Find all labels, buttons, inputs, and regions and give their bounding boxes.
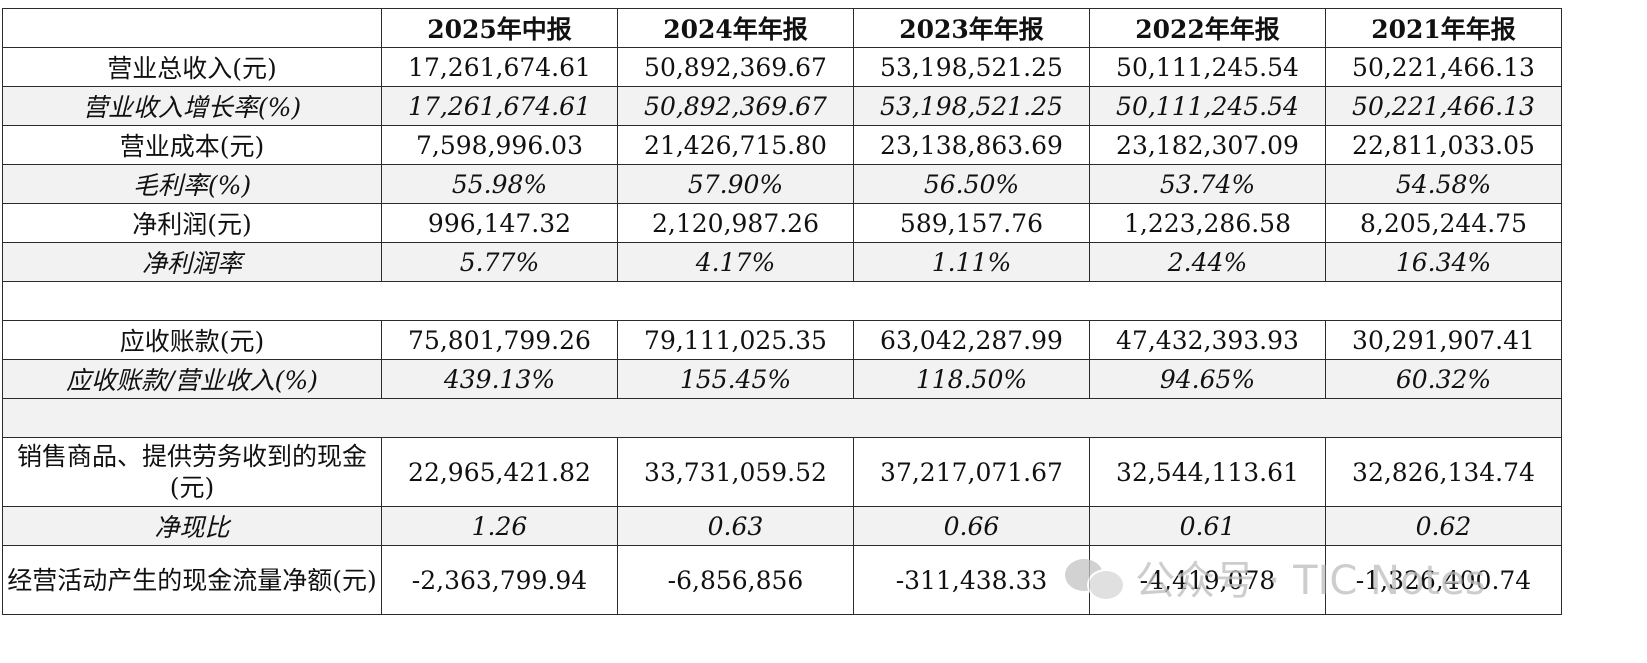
table-cell: 155.45% bbox=[617, 359, 854, 399]
table-row: 营业成本(元) 7,598,996.03 21,426,715.80 23,13… bbox=[2, 125, 1562, 165]
row-label: 营业收入增长率(%) bbox=[2, 86, 382, 126]
table-cell: 50,111,245.54 bbox=[1089, 47, 1326, 87]
table-cell: 63,042,287.99 bbox=[853, 320, 1090, 360]
table-cell: 0.66 bbox=[853, 506, 1090, 546]
header-cell-2025h1: 2025年中报 bbox=[381, 8, 618, 48]
table-cell: 4.17% bbox=[617, 242, 854, 282]
table-cell: 94.65% bbox=[1089, 359, 1326, 399]
table-cell: 50,892,369.67 bbox=[617, 86, 854, 126]
table-cell: 5.77% bbox=[381, 242, 618, 282]
table-cell: -2,363,799.94 bbox=[381, 545, 618, 615]
row-label: 销售商品、提供劳务收到的现金(元) bbox=[2, 437, 382, 507]
table-cell: 55.98% bbox=[381, 164, 618, 204]
table-row: 经营活动产生的现金流量净额(元) -2,363,799.94 -6,856,85… bbox=[2, 545, 1562, 615]
row-label: 毛利率(%) bbox=[2, 164, 382, 204]
table-cell: 22,965,421.82 bbox=[381, 437, 618, 507]
table-cell: -1,326,400.74 bbox=[1325, 545, 1562, 615]
spacer-cell bbox=[2, 281, 1562, 321]
header-cell-2022: 2022年年报 bbox=[1089, 8, 1326, 48]
header-cell-label bbox=[2, 8, 382, 48]
table-cell: -6,856,856 bbox=[617, 545, 854, 615]
spacer-cell bbox=[2, 398, 1562, 438]
table-row: 净现比 1.26 0.63 0.66 0.61 0.62 bbox=[2, 506, 1562, 546]
table-cell: 54.58% bbox=[1325, 164, 1562, 204]
spacer-row bbox=[2, 281, 1562, 321]
watermark: 公众号 · TIC Notes bbox=[1065, 548, 1486, 606]
table-cell: 50,892,369.67 bbox=[617, 47, 854, 87]
header-cell-2024: 2024年年报 bbox=[617, 8, 854, 48]
table-cell: 37,217,071.67 bbox=[853, 437, 1090, 507]
table-cell: 53.74% bbox=[1089, 164, 1326, 204]
row-label: 应收账款/营业收入(%) bbox=[2, 359, 382, 399]
table-cell: 50,221,466.13 bbox=[1325, 47, 1562, 87]
table-cell: 17,261,674.61 bbox=[381, 47, 618, 87]
table-cell: 23,138,863.69 bbox=[853, 125, 1090, 165]
table-row: 营业总收入(元) 17,261,674.61 50,892,369.67 53,… bbox=[2, 47, 1562, 87]
table-cell: 1.26 bbox=[381, 506, 618, 546]
row-label: 营业成本(元) bbox=[2, 125, 382, 165]
table-cell: 75,801,799.26 bbox=[381, 320, 618, 360]
table-cell: 50,221,466.13 bbox=[1325, 86, 1562, 126]
table-cell: 60.32% bbox=[1325, 359, 1562, 399]
row-label: 净利润率 bbox=[2, 242, 382, 282]
table-cell: 0.62 bbox=[1325, 506, 1562, 546]
table-cell: 23,182,307.09 bbox=[1089, 125, 1326, 165]
table-cell: 439.13% bbox=[381, 359, 618, 399]
table-cell: 2.44% bbox=[1089, 242, 1326, 282]
table-cell: 53,198,521.25 bbox=[853, 47, 1090, 87]
table-cell: 21,426,715.80 bbox=[617, 125, 854, 165]
table-cell: 2,120,987.26 bbox=[617, 203, 854, 243]
table-cell: 0.63 bbox=[617, 506, 854, 546]
table-cell: 17,261,674.61 bbox=[381, 86, 618, 126]
table-row: 营业收入增长率(%) 17,261,674.61 50,892,369.67 5… bbox=[2, 86, 1562, 126]
table-cell: 30,291,907.41 bbox=[1325, 320, 1562, 360]
table-cell: 57.90% bbox=[617, 164, 854, 204]
row-label: 经营活动产生的现金流量净额(元) bbox=[2, 545, 382, 615]
row-label: 净现比 bbox=[2, 506, 382, 546]
table-cell: 7,598,996.03 bbox=[381, 125, 618, 165]
table-row: 净利润(元) 996,147.32 2,120,987.26 589,157.7… bbox=[2, 203, 1562, 243]
header-cell-2021: 2021年年报 bbox=[1325, 8, 1562, 48]
spacer-row bbox=[2, 398, 1562, 438]
table-cell: 0.61 bbox=[1089, 506, 1326, 546]
table-cell: -311,438.33 bbox=[853, 545, 1090, 615]
table-cell: 996,147.32 bbox=[381, 203, 618, 243]
wechat-icon bbox=[1065, 553, 1125, 601]
table-cell: 1,223,286.58 bbox=[1089, 203, 1326, 243]
table-cell: 16.34% bbox=[1325, 242, 1562, 282]
table-row: 应收账款(元) 75,801,799.26 79,111,025.35 63,0… bbox=[2, 320, 1562, 360]
row-label: 净利润(元) bbox=[2, 203, 382, 243]
watermark-text: 公众号 · TIC Notes bbox=[1135, 558, 1486, 604]
row-label: 营业总收入(元) bbox=[2, 47, 382, 87]
table-cell: 56.50% bbox=[853, 164, 1090, 204]
header-row: 2025年中报 2024年年报 2023年年报 2022年年报 2021年年报 bbox=[2, 8, 1562, 48]
row-label: 应收账款(元) bbox=[2, 320, 382, 360]
table-cell: 1.11% bbox=[853, 242, 1090, 282]
financial-table: 2025年中报 2024年年报 2023年年报 2022年年报 2021年年报 … bbox=[2, 8, 1562, 615]
table-row: 净利润率 5.77% 4.17% 1.11% 2.44% 16.34% bbox=[2, 242, 1562, 282]
table-cell: 118.50% bbox=[853, 359, 1090, 399]
table-row: 毛利率(%) 55.98% 57.90% 56.50% 53.74% 54.58… bbox=[2, 164, 1562, 204]
table-cell: 8,205,244.75 bbox=[1325, 203, 1562, 243]
header-cell-2023: 2023年年报 bbox=[853, 8, 1090, 48]
table-cell: 53,198,521.25 bbox=[853, 86, 1090, 126]
table-cell: 589,157.76 bbox=[853, 203, 1090, 243]
table-cell: -4,419,078 bbox=[1089, 545, 1326, 615]
table-cell: 50,111,245.54 bbox=[1089, 86, 1326, 126]
table-cell: 22,811,033.05 bbox=[1325, 125, 1562, 165]
table-cell: 33,731,059.52 bbox=[617, 437, 854, 507]
table-cell: 32,826,134.74 bbox=[1325, 437, 1562, 507]
table-cell: 47,432,393.93 bbox=[1089, 320, 1326, 360]
table-row: 应收账款/营业收入(%) 439.13% 155.45% 118.50% 94.… bbox=[2, 359, 1562, 399]
table-cell: 32,544,113.61 bbox=[1089, 437, 1326, 507]
table-cell: 79,111,025.35 bbox=[617, 320, 854, 360]
table-row: 销售商品、提供劳务收到的现金(元) 22,965,421.82 33,731,0… bbox=[2, 437, 1562, 507]
